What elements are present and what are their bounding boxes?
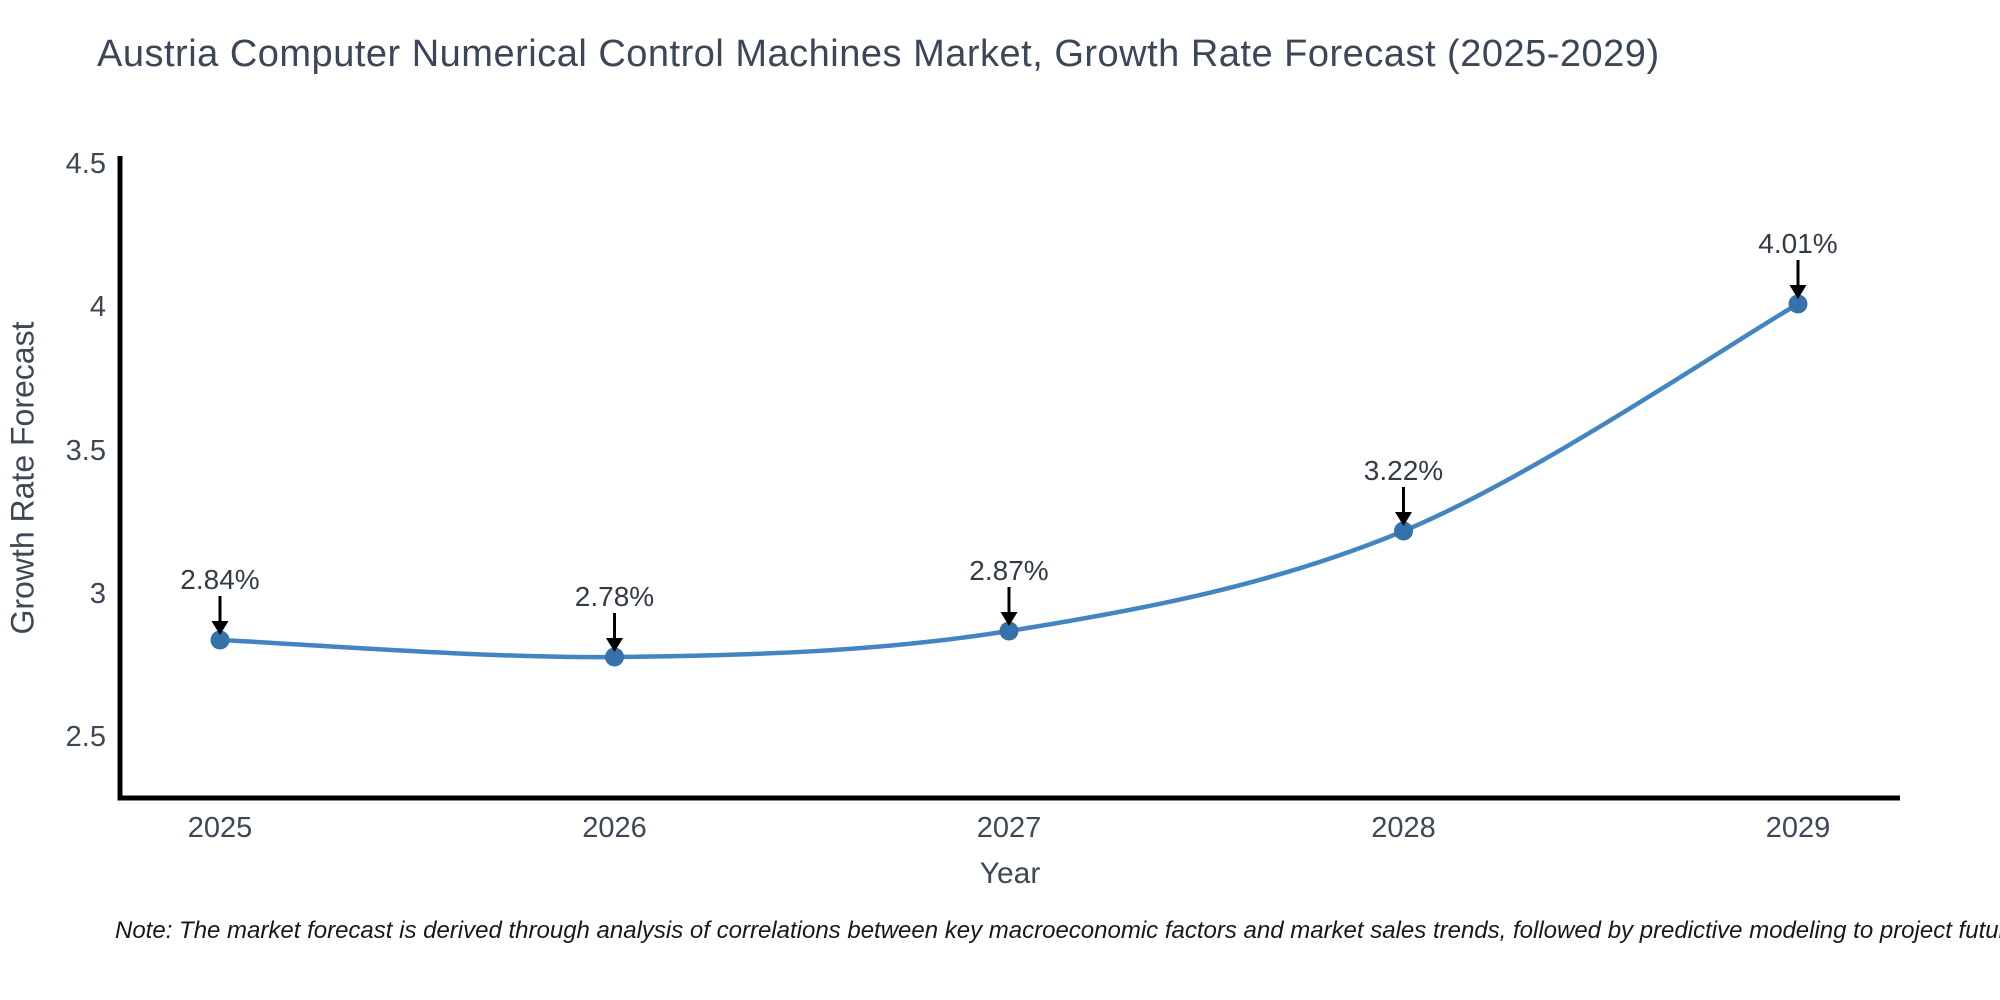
x-tick-label: 2026 [582,812,647,844]
data-point-value-label: 2.87% [969,555,1049,586]
series-line [217,301,1801,660]
data-point-value-label: 2.84% [180,564,260,595]
axis-spines [117,156,1900,801]
data-point-value-label: 4.01% [1758,228,1838,259]
data-point-marker [605,647,624,667]
data-point-value-label: 2.78% [574,581,655,612]
data-point-marker [999,621,1019,641]
data-point-marker [210,630,230,650]
y-tick-label: 3 [89,577,106,610]
x-tick-label: 2029 [1765,812,1831,844]
annotation-arrowhead-icon [1395,512,1412,526]
x-tick-label: 2028 [1371,812,1436,844]
annotation-arrowhead-icon [1000,612,1018,626]
chart-title: Austria Computer Numerical Control Machi… [97,33,1660,75]
y-tick-label: 2.5 [65,721,106,753]
x-tick-label: 2027 [976,812,1042,844]
data-point-marker [1394,521,1413,541]
annotation-arrowhead-icon [211,621,229,635]
y-axis-title: Growth Rate Forecast [4,321,41,635]
y-tick-label: 4 [89,291,106,324]
x-tick-label: 2025 [187,812,253,844]
y-tick-label: 4.5 [65,148,106,180]
chart-note: Note: The market forecast is derived thr… [115,917,2000,944]
annotation-arrowhead-icon [1789,285,1807,299]
annotation-arrowhead-icon [606,638,623,652]
data-point-value-label: 3.22% [1363,455,1444,486]
x-axis-title: Year [979,857,1041,890]
y-tick-label: 3.5 [65,434,106,467]
data-point-marker [1788,294,1808,314]
